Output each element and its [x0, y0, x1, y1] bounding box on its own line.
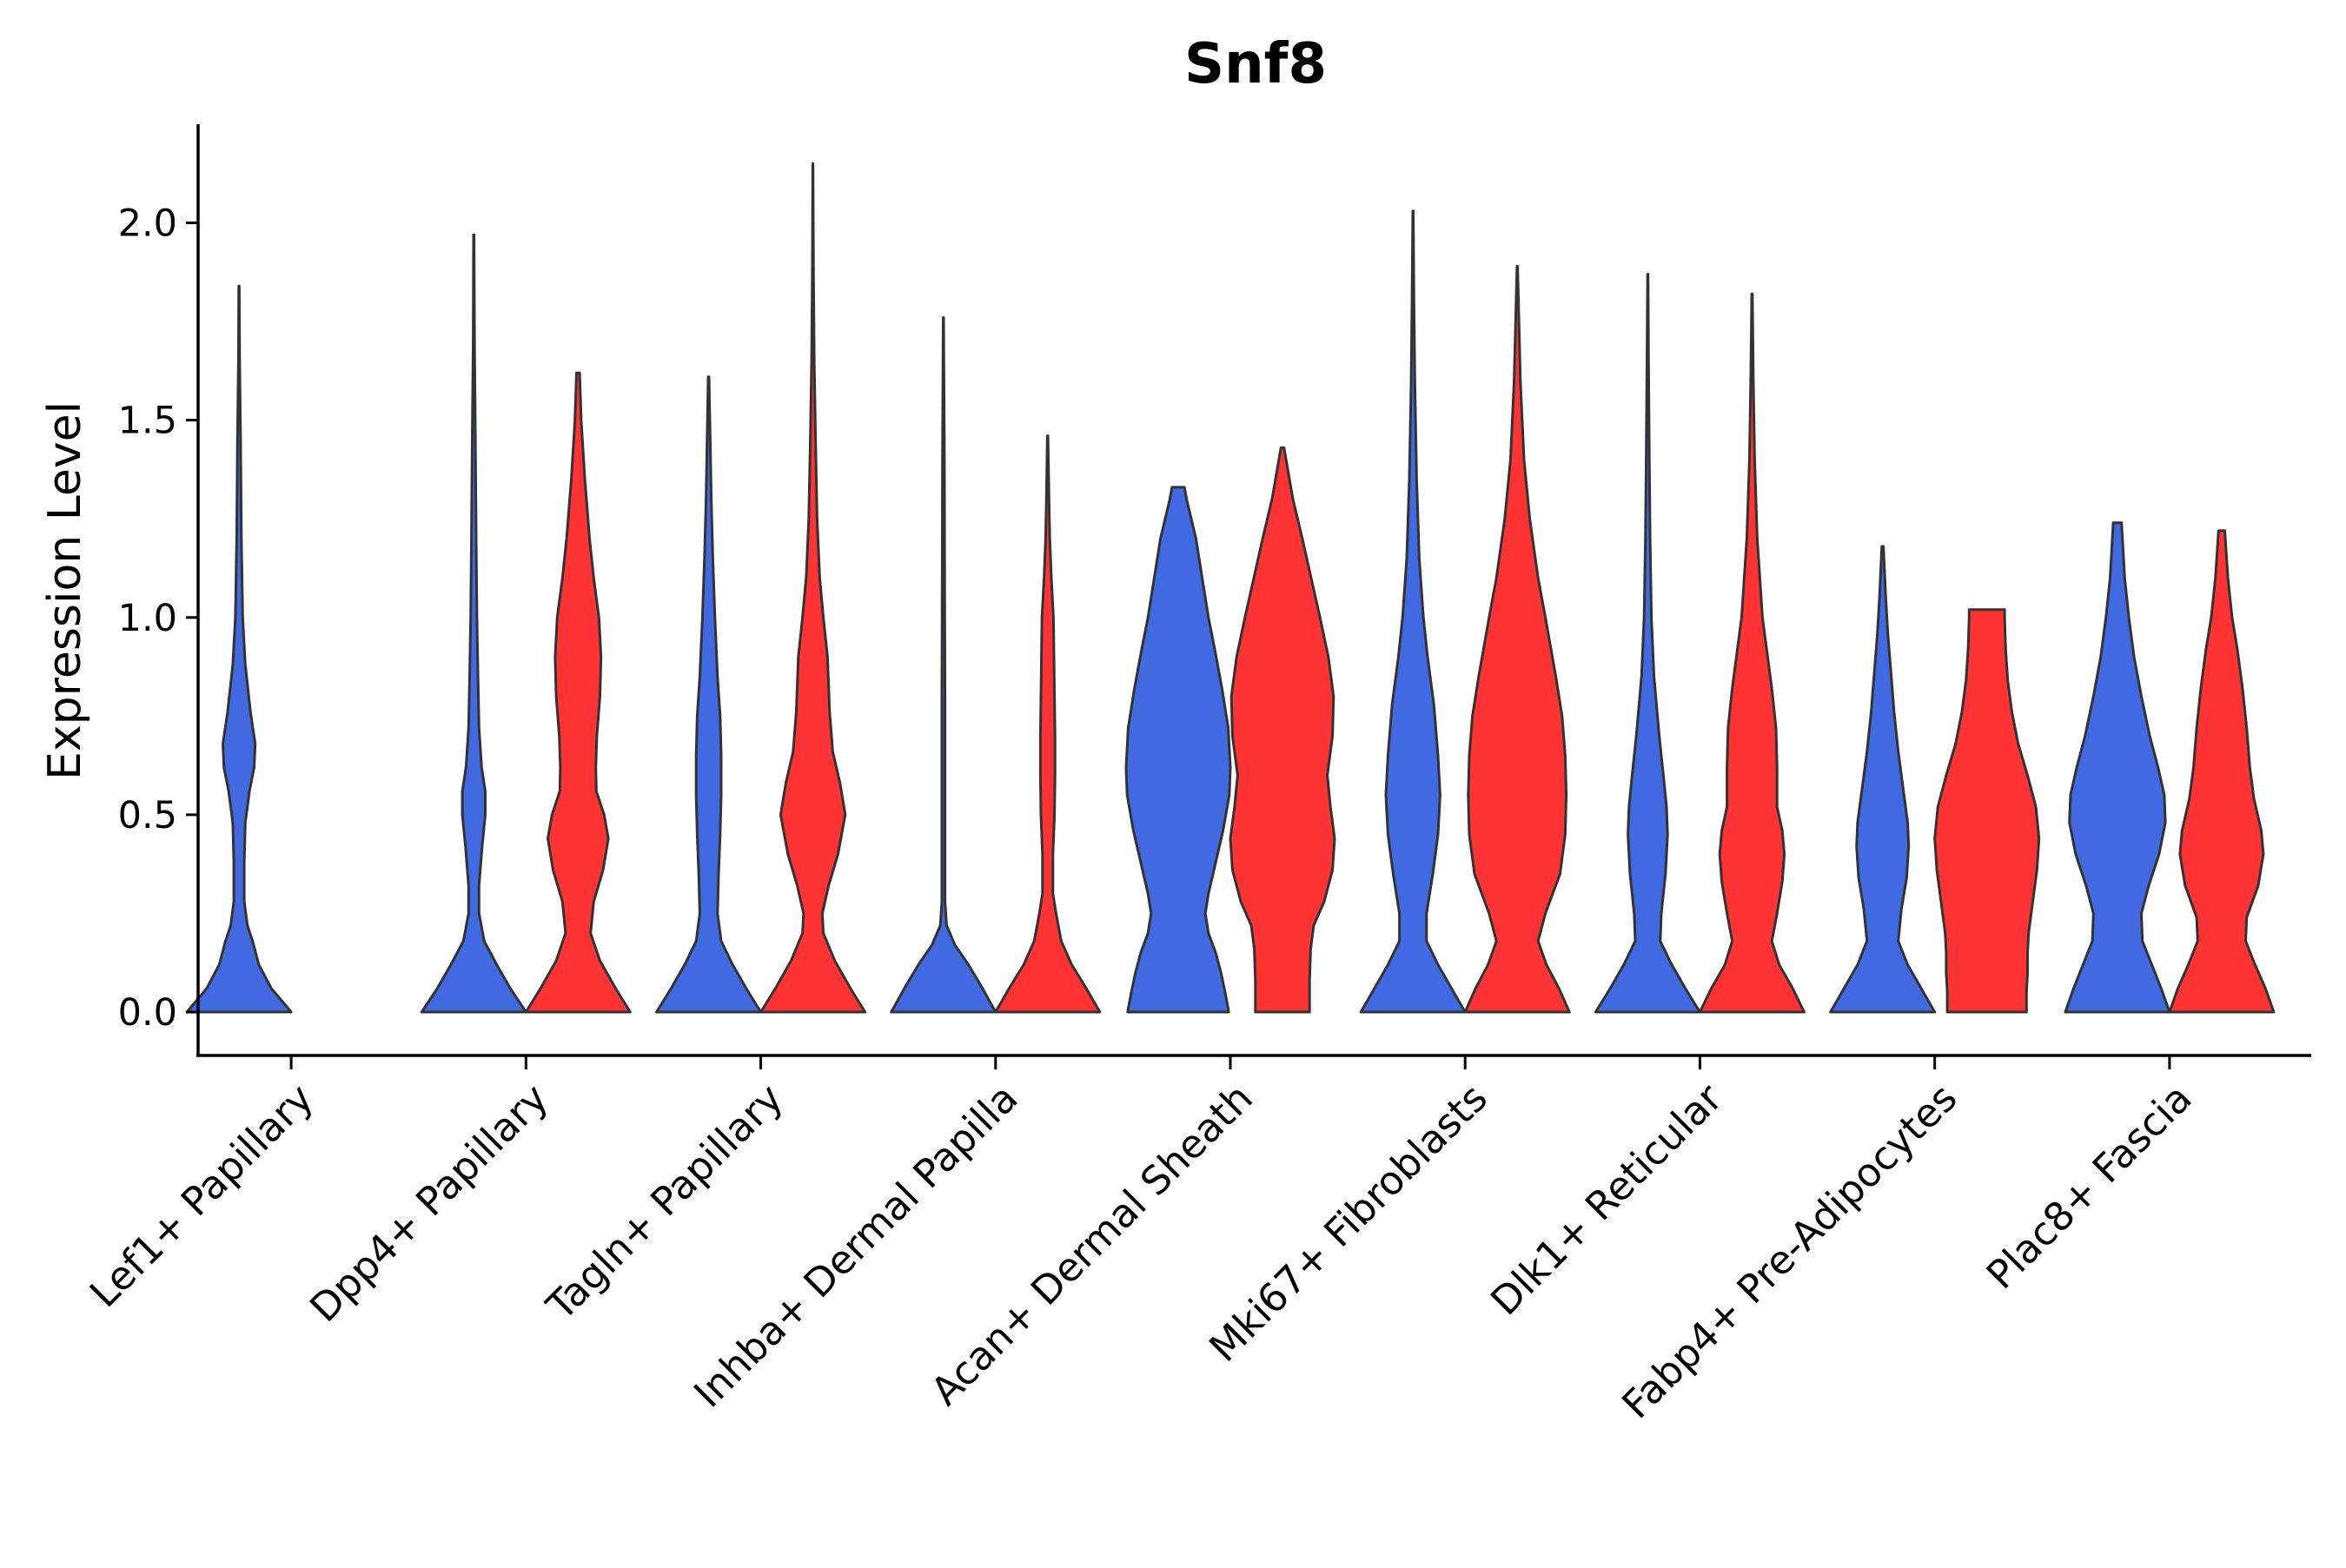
y-tick-label: 2.0 — [118, 202, 177, 246]
violin-mki67-fibroblasts-red — [1463, 265, 1571, 1014]
y-tick-label: 0.5 — [118, 794, 177, 837]
violin-tagln-papillary-red — [759, 162, 867, 1014]
y-tick-label: 0.0 — [118, 991, 177, 1035]
violin-lef1-papillary-blue — [185, 284, 293, 1014]
x-tick-label-plac8-fascia: Plac8+ Fascia — [1978, 1075, 2201, 1298]
violin-dlk1-reticular-blue — [1594, 273, 1701, 1014]
x-tick-label-dpp4-papillary: Dpp4+ Papillary — [301, 1075, 557, 1331]
violin-acan-dermal-sheath-blue — [1124, 486, 1232, 1014]
x-tick-label-dlk1-reticular: Dlk1+ Reticular — [1481, 1075, 1731, 1324]
violin-dpp4-papillary-blue — [420, 233, 527, 1014]
violin-plac8-fascia-blue — [2064, 521, 2171, 1014]
chart-title: Snf8 — [1184, 32, 1327, 96]
violin-fabp4-pre-adipocytes-blue — [1829, 545, 1937, 1014]
violin-inhba-dermal-papilla-blue — [890, 316, 997, 1014]
violin-acan-dermal-sheath-red — [1229, 447, 1336, 1014]
violin-plac8-fascia-red — [2168, 529, 2276, 1014]
y-tick-label: 1.0 — [118, 597, 177, 640]
x-tick-label-lef1-papillary: Lef1+ Papillary — [81, 1075, 322, 1316]
violin-inhba-dermal-papilla-red — [994, 434, 1102, 1014]
violins-layer — [185, 162, 2276, 1014]
y-ticks: 0.0 0.5 1.0 1.5 2.0 — [118, 202, 198, 1035]
violin-dlk1-reticular-red — [1698, 292, 1806, 1014]
y-tick-label: 1.5 — [118, 400, 177, 443]
violin-tagln-papillary-blue — [655, 375, 763, 1014]
x-tick-label-tagln-papillary: Tagln+ Papillary — [537, 1075, 792, 1329]
y-axis-label: Expression Level — [39, 401, 91, 780]
violin-mki67-fibroblasts-blue — [1359, 209, 1467, 1014]
violin-dpp4-papillary-red — [524, 371, 632, 1014]
violin-fabp4-pre-adipocytes-red — [1933, 608, 2041, 1014]
